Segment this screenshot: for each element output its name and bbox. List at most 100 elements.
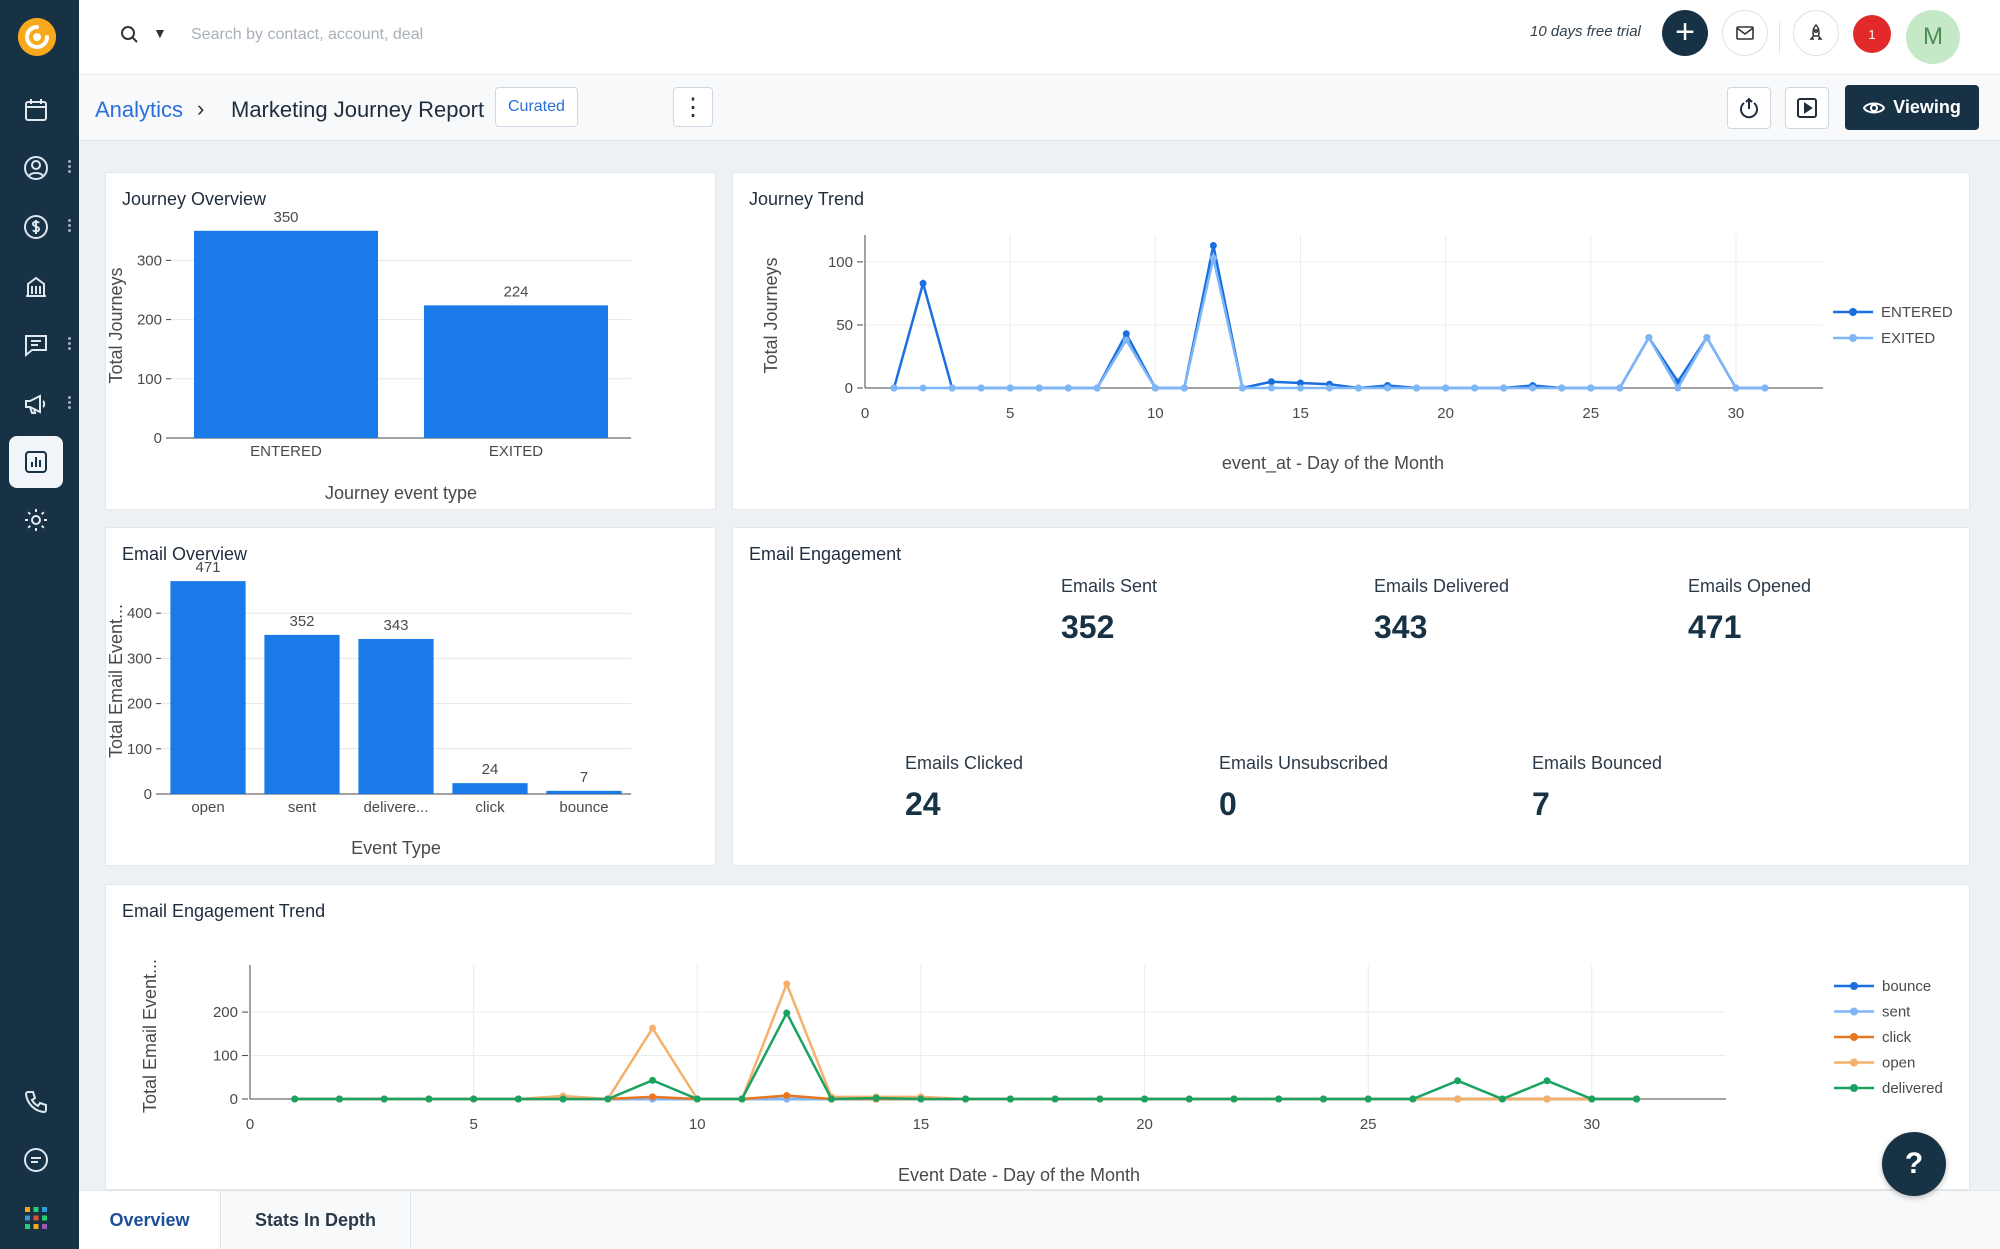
play-icon — [1797, 98, 1817, 118]
data-label: 7 — [580, 769, 588, 786]
app-logo[interactable] — [18, 18, 56, 56]
breadcrumb-chevron-right-icon: › — [197, 96, 205, 121]
marketing-megaphone-icon[interactable] — [9, 378, 63, 430]
export-button[interactable] — [1727, 87, 1771, 129]
series-line-EXITED — [894, 257, 1765, 391]
kpi-value: 471 — [1688, 609, 1742, 645]
data-point-delivered — [1051, 1095, 1059, 1103]
series-line-open — [294, 980, 1637, 1101]
getting-started-button[interactable] — [1793, 10, 1839, 56]
legend-marker-sent — [1850, 1007, 1858, 1016]
search-icon[interactable] — [119, 24, 141, 46]
data-point-delivered — [783, 1009, 791, 1017]
add-button[interactable]: + — [1662, 10, 1708, 56]
data-point-delivered — [1409, 1095, 1417, 1103]
kpi-value: 352 — [1061, 609, 1115, 645]
mail-icon — [1736, 26, 1754, 40]
legend-marker-delivered — [1850, 1084, 1858, 1092]
chat-icon[interactable] — [9, 1134, 63, 1186]
data-label: 343 — [383, 617, 408, 634]
settings-gear-icon[interactable] — [9, 494, 63, 546]
x-tick-label: 5 — [469, 1116, 477, 1133]
search-input[interactable] — [191, 18, 711, 52]
conversations-menu-dots[interactable] — [66, 335, 72, 353]
trial-text: 10 days free trial — [1530, 23, 1641, 40]
data-point-delivered — [514, 1095, 522, 1103]
data-label: 24 — [482, 761, 499, 778]
present-button[interactable] — [1785, 87, 1829, 129]
kpi-value: 24 — [905, 786, 941, 822]
x-tick-label: 15 — [1292, 405, 1309, 422]
data-point-ENTERED — [1122, 330, 1130, 338]
y-tick-label: 100 — [828, 254, 853, 271]
more-options-button[interactable]: ⋮ — [673, 87, 713, 127]
accounts-icon[interactable] — [9, 260, 63, 312]
data-point-EXITED — [1325, 384, 1333, 392]
phone-icon[interactable] — [9, 1076, 63, 1128]
email-engagement-card: Email Engagement Emails Sent 352 Emails … — [732, 527, 1970, 866]
legend-marker-EXITED — [1849, 334, 1857, 342]
data-label: 352 — [289, 613, 314, 630]
kpi-label: Emails Bounced — [1532, 753, 1663, 773]
y-tick-label: 200 — [213, 1004, 238, 1021]
x-tick-label: 25 — [1582, 405, 1599, 422]
marketing-menu-dots[interactable] — [66, 394, 72, 412]
card-title: Email Engagement Trend — [122, 901, 326, 921]
data-point-delivered — [649, 1076, 657, 1084]
kpi-emails-sent: Emails Sent 352 — [1061, 576, 1157, 646]
legend-label-bounce: bounce — [1882, 978, 1931, 995]
analytics-icon[interactable] — [9, 436, 63, 488]
data-point-EXITED — [1500, 384, 1508, 392]
data-point-delivered — [872, 1094, 880, 1102]
x-tick-label: 0 — [861, 405, 869, 422]
data-point-EXITED — [1064, 384, 1072, 392]
data-point-delivered — [1543, 1077, 1551, 1085]
kpi-emails-opened: Emails Opened 471 — [1688, 576, 1811, 646]
card-title: Journey Trend — [749, 189, 865, 209]
data-point-EXITED — [1151, 384, 1159, 392]
bar-ENTERED — [194, 230, 378, 438]
notification-badge[interactable]: 1 — [1853, 15, 1891, 53]
data-point-EXITED — [1209, 254, 1217, 262]
data-point-EXITED — [1703, 334, 1711, 342]
y-tick-label: 400 — [127, 605, 152, 622]
apps-grid-icon[interactable] — [9, 1192, 63, 1244]
data-point-EXITED — [1645, 334, 1653, 342]
data-point-EXITED — [1732, 384, 1740, 392]
kpi-label: Emails Sent — [1061, 576, 1158, 596]
data-point-delivered — [1096, 1095, 1104, 1103]
data-point-EXITED — [1616, 384, 1624, 392]
data-point-EXITED — [1355, 384, 1363, 392]
data-point-open — [649, 1024, 657, 1032]
vertical-dots-icon: ⋮ — [681, 93, 705, 121]
data-point-EXITED — [1674, 384, 1682, 392]
conversations-icon[interactable] — [9, 319, 63, 371]
email-overview-card: Email Overview 0 100 200 300 400 471 open 352 se… — [105, 527, 716, 866]
data-point-EXITED — [1267, 384, 1275, 392]
contacts-icon[interactable] — [9, 142, 63, 194]
x-tick-label: 30 — [1728, 405, 1745, 422]
y-axis-title: Total Journeys — [761, 257, 781, 373]
y-tick-label: 100 — [213, 1048, 238, 1065]
data-point-EXITED — [890, 384, 898, 392]
x-tick-label: 25 — [1360, 1116, 1377, 1133]
tab-stats-in-depth[interactable]: Stats In Depth — [221, 1191, 411, 1249]
help-button[interactable]: ? — [1882, 1132, 1946, 1196]
search-scope-dropdown-chevron-down-icon[interactable]: ▼ — [153, 25, 167, 41]
kpi-value: 343 — [1374, 609, 1428, 645]
calendar-icon[interactable] — [9, 84, 63, 136]
contacts-menu-dots[interactable] — [66, 158, 72, 176]
tab-overview[interactable]: Overview — [79, 1191, 221, 1249]
mail-button[interactable] — [1722, 10, 1768, 56]
deals-icon[interactable] — [9, 201, 63, 253]
breadcrumb-analytics-link[interactable]: Analytics — [95, 97, 184, 122]
data-point-click — [649, 1093, 657, 1101]
bar-sent — [264, 634, 340, 794]
viewing-mode-button[interactable]: Viewing — [1845, 85, 1979, 130]
export-icon — [1740, 97, 1758, 119]
bar-open — [170, 581, 246, 794]
data-point-delivered — [827, 1095, 835, 1103]
journey-trend-card: Journey Trend 0 5 10 15 20 25 30 0 50 100 ENTERED E… — [732, 172, 1970, 510]
deals-menu-dots[interactable] — [66, 217, 72, 235]
avatar[interactable]: M — [1906, 10, 1960, 64]
